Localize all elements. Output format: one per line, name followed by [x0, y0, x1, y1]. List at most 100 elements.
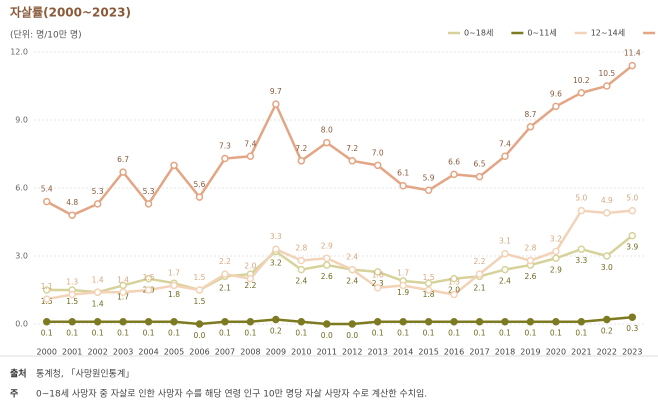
- y-tick-label: 3.0: [15, 252, 28, 261]
- x-tick-label: 2019: [520, 348, 540, 357]
- x-tick-label: 2004: [138, 348, 158, 357]
- data-label: 2.1: [219, 283, 231, 292]
- data-point: [348, 320, 356, 328]
- x-tick-label: 2002: [87, 348, 107, 357]
- data-label: 3.3: [270, 232, 282, 241]
- data-label: 0.0: [346, 331, 358, 340]
- data-label: 4.8: [66, 198, 78, 207]
- data-point: [119, 168, 127, 176]
- x-tick-label: 2001: [62, 348, 82, 357]
- data-point: [450, 274, 458, 283]
- data-point: [221, 270, 229, 278]
- data-point: [424, 279, 433, 287]
- chart-subtitle: (단위: 명/10만 명): [10, 30, 82, 41]
- data-point: [450, 170, 458, 179]
- data-label: 1.4: [117, 275, 129, 284]
- data-point: [93, 200, 102, 208]
- data-point: [628, 231, 637, 240]
- data-point: [501, 249, 509, 258]
- x-tick-label: 2020: [546, 348, 566, 357]
- data-point: [221, 317, 229, 326]
- data-label: 0.1: [117, 329, 129, 338]
- data-point: [399, 317, 407, 326]
- data-label: 6.7: [117, 155, 129, 164]
- data-label: 0.1: [219, 329, 231, 338]
- data-label: 1.8: [168, 290, 180, 299]
- note-label: 주: [10, 389, 18, 400]
- data-point: [297, 256, 306, 265]
- data-label: 4.9: [601, 196, 613, 205]
- data-label: 3.3: [575, 256, 587, 265]
- data-label: 0.1: [575, 329, 587, 338]
- x-tick-label: 2010: [291, 348, 311, 357]
- data-point: [475, 270, 484, 278]
- legend-label: 0~11세: [527, 29, 556, 38]
- data-point: [144, 317, 153, 326]
- data-point: [144, 286, 153, 294]
- data-label: 1.7: [168, 268, 180, 277]
- data-point: [475, 317, 484, 326]
- data-label: 2.0: [244, 262, 256, 271]
- series-line: [46, 315, 633, 326]
- data-point: [399, 281, 407, 290]
- x-tick-label: 2000: [37, 348, 57, 357]
- data-point: [221, 154, 229, 163]
- data-label: 10.5: [598, 69, 615, 78]
- data-label: 1.9: [397, 288, 409, 297]
- x-tick-label: 2006: [189, 348, 209, 357]
- data-point: [119, 281, 127, 290]
- data-label: 0.1: [66, 329, 78, 338]
- data-label: 2.6: [524, 272, 536, 281]
- data-label: 0.1: [244, 329, 256, 338]
- data-label: 0.2: [270, 326, 282, 335]
- data-point: [68, 290, 76, 299]
- data-point: [501, 317, 509, 326]
- data-label: 9.7: [270, 87, 282, 96]
- data-label: 6.1: [397, 169, 409, 178]
- data-point: [42, 286, 51, 294]
- data-label: 0.1: [423, 329, 435, 338]
- data-point: [297, 157, 306, 165]
- data-point: [373, 161, 382, 170]
- x-tick-label: 2009: [266, 348, 286, 357]
- data-label: 1.7: [117, 292, 129, 301]
- data-label: 0.1: [295, 329, 307, 338]
- data-point: [577, 89, 586, 97]
- data-label: 2.2: [244, 281, 256, 290]
- data-label: 2.4: [499, 277, 511, 286]
- data-label: 7.0: [372, 148, 384, 157]
- data-point: [272, 245, 280, 253]
- data-label: 3.9: [626, 243, 638, 252]
- chart-title: 자살률(2000~2023): [10, 5, 131, 20]
- data-point: [424, 286, 433, 294]
- data-label: 10.2: [573, 76, 590, 85]
- data-label: 0.1: [143, 329, 155, 338]
- data-point: [323, 138, 331, 147]
- data-label: 2.8: [295, 244, 307, 253]
- x-tick-label: 2005: [164, 348, 184, 357]
- x-tick-label: 2017: [469, 348, 489, 357]
- data-point: [246, 274, 255, 283]
- data-label: 1.5: [194, 297, 206, 306]
- data-point: [170, 317, 178, 326]
- data-label: 1.5: [194, 273, 206, 282]
- data-point: [272, 315, 280, 324]
- data-point: [628, 206, 637, 215]
- data-label: 7.4: [499, 139, 511, 148]
- data-point: [603, 82, 611, 90]
- data-point: [323, 261, 331, 269]
- data-point: [68, 211, 76, 219]
- y-tick-label: 0.0: [15, 320, 28, 329]
- data-label: 2.2: [474, 257, 486, 266]
- data-point: [552, 254, 560, 263]
- data-label: 1.5: [66, 297, 78, 306]
- data-label: 7.4: [244, 139, 256, 148]
- data-label: 11.4: [624, 49, 641, 58]
- data-label: 5.3: [92, 187, 104, 196]
- data-point: [170, 281, 178, 290]
- x-tick-label: 2003: [113, 348, 133, 357]
- data-label: 1.7: [397, 268, 409, 277]
- data-label: 0.1: [550, 329, 562, 338]
- source-text: 통계청, 「사망원인통계」: [36, 368, 134, 380]
